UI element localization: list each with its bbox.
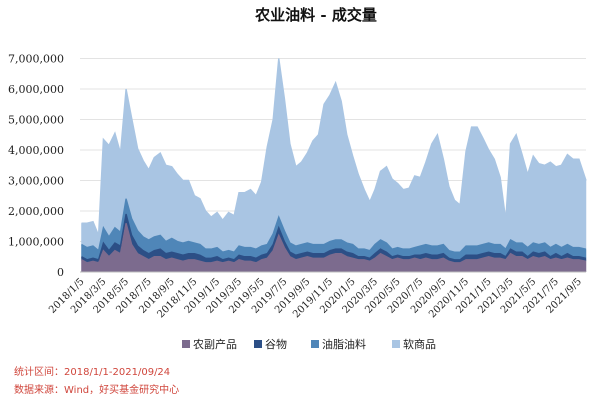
legend-label: 农副产品 xyxy=(193,337,237,351)
stat-range-note: 统计区间：2018/1/1-2021/09/24 xyxy=(14,365,170,378)
legend: 农副产品 谷物 油脂油料 软商品 xyxy=(182,337,436,351)
chart-title: 农业油料 - 成交量 xyxy=(254,6,377,24)
y-tick-label: 3,000,000 xyxy=(8,175,64,188)
data-source-note: 数据来源：Wind，好买基金研究中心 xyxy=(14,383,179,396)
y-tick-label: 7,000,000 xyxy=(8,53,64,66)
y-tick-label: 1,000,000 xyxy=(8,236,64,249)
y-axis: 0 1,000,000 2,000,000 3,000,000 4,000,000 5,0… xyxy=(8,53,64,280)
y-tick-label: 6,000,000 xyxy=(8,83,64,96)
areas xyxy=(80,58,587,273)
y-tick-label: 0 xyxy=(57,266,64,279)
legend-label: 软商品 xyxy=(403,337,436,351)
legend-label: 油脂油料 xyxy=(322,337,366,351)
y-tick-label: 2,000,000 xyxy=(8,205,64,218)
line-谷物 xyxy=(81,213,587,261)
legend-swatch xyxy=(182,340,190,348)
line-软商品 xyxy=(81,58,587,236)
line-农副产品 xyxy=(81,223,587,264)
line-油脂油料 xyxy=(81,198,587,253)
y-tick-label: 4,000,000 xyxy=(8,144,64,157)
x-axis: 2018/1/52018/3/52018/5/52018/7/52018/9/5… xyxy=(47,276,584,320)
legend-swatch xyxy=(392,340,400,348)
legend-label: 谷物 xyxy=(265,337,287,351)
legend-swatch xyxy=(254,340,262,348)
y-tick-label: 5,000,000 xyxy=(8,114,64,127)
legend-swatch xyxy=(311,340,319,348)
